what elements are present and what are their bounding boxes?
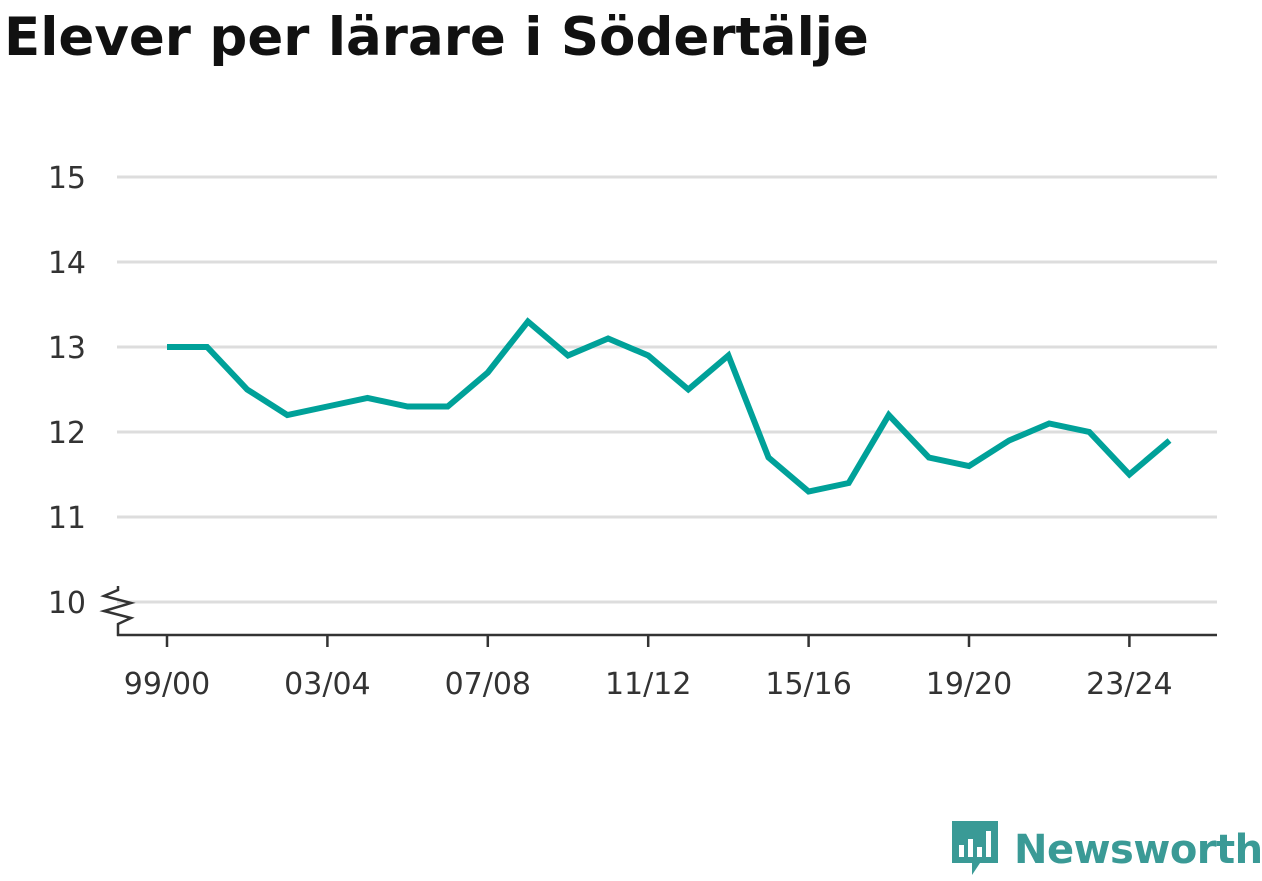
- data-point: [806, 489, 812, 495]
- grid-lines: [117, 175, 1217, 604]
- axis-break-marker: [99, 586, 136, 636]
- x-tick-label: 99/00: [124, 667, 210, 702]
- data-point: [1046, 421, 1052, 427]
- x-tick-labels: 99/00 03/04 07/08 11/12 15/16 19/20 23/24: [124, 667, 1173, 702]
- data-point: [565, 353, 571, 359]
- series-line: [167, 317, 1172, 495]
- data-point: [244, 387, 250, 393]
- brand-name: Newsworthy: [1014, 827, 1262, 873]
- y-tick-label: 10: [48, 586, 86, 621]
- data-point: [445, 404, 451, 410]
- y-tick-label: 12: [48, 416, 86, 451]
- x-tick-label: 19/20: [926, 667, 1012, 702]
- brand-logo: Newsworthy: [950, 820, 1262, 880]
- data-point: [766, 455, 772, 461]
- data-point: [605, 336, 611, 342]
- chart-title: Elever per lärare i Södertälje: [4, 7, 869, 68]
- data-point: [886, 412, 892, 418]
- data-point: [926, 455, 932, 461]
- x-tick-label: 15/16: [765, 667, 851, 702]
- x-tick-label: 11/12: [605, 667, 691, 702]
- data-point: [1086, 429, 1092, 435]
- x-tick-label: 07/08: [445, 667, 531, 702]
- data-point: [324, 404, 330, 410]
- data-point: [485, 370, 491, 376]
- newsworthy-logo-icon: [950, 819, 1000, 881]
- y-tick-label: 14: [48, 246, 86, 281]
- data-point: [685, 387, 691, 393]
- data-point: [284, 412, 290, 418]
- data-point: [405, 404, 411, 410]
- data-point: [966, 463, 972, 469]
- data-point: [1006, 438, 1012, 444]
- data-point: [725, 353, 731, 359]
- x-tick-label: 03/04: [284, 667, 370, 702]
- y-tick-label: 15: [48, 161, 86, 196]
- y-tick-label: 13: [48, 331, 86, 366]
- data-point: [1167, 438, 1173, 444]
- data-point: [365, 395, 371, 401]
- data-point: [525, 319, 531, 325]
- series-layer: [164, 317, 1173, 495]
- data-point: [846, 480, 852, 486]
- x-tick-label: 23/24: [1086, 667, 1172, 702]
- y-tick-labels: 10 11 12 13 14 15: [48, 161, 86, 621]
- data-point: [164, 344, 170, 350]
- axes: [99, 586, 1217, 647]
- data-point: [1126, 472, 1132, 478]
- y-tick-label: 11: [48, 501, 86, 536]
- data-point: [204, 344, 210, 350]
- data-point: [645, 353, 651, 359]
